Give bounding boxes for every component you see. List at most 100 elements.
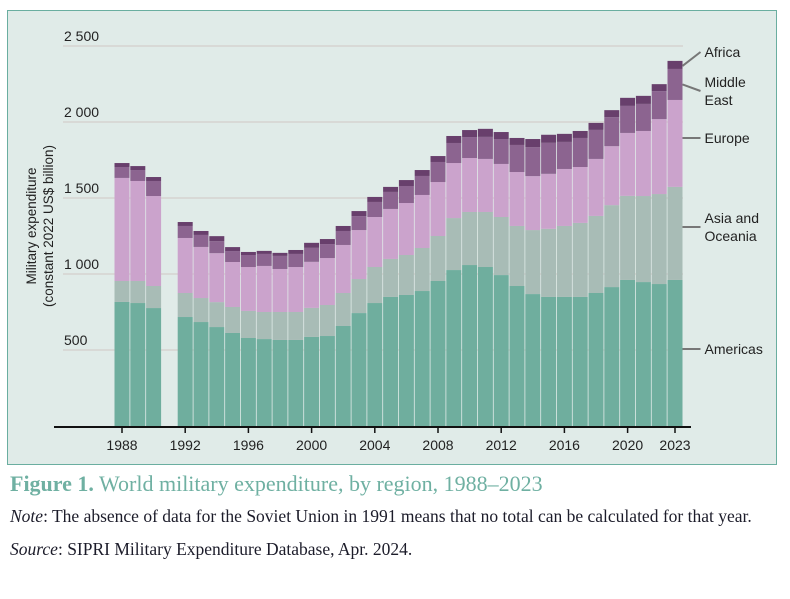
bar-segment-asia-and-oceania-2007 [414,248,430,292]
bar-segment-americas-2016 [556,296,572,426]
bar-segment-africa-1998 [272,252,288,256]
bar-segment-asia-and-oceania-2018 [588,215,604,293]
bar-segment-europe-2012 [493,163,509,217]
note-text: : The absence of data for the Soviet Uni… [43,506,752,526]
bar-segment-middle-east-2010 [462,137,478,159]
bar-segment-americas-1995 [225,332,241,426]
bar-segment-middle-east-2023 [667,68,683,100]
bar-segment-middle-east-1997 [256,253,272,266]
x-tick-label: 1988 [106,437,137,453]
bar-segment-asia-and-oceania-1998 [272,312,288,340]
bar-segment-africa-2021 [635,95,651,104]
bar-segment-asia-and-oceania-2021 [635,196,651,283]
bar-segment-africa-2023 [667,60,683,69]
bar-segment-asia-and-oceania-1997 [256,312,272,340]
bar-segment-middle-east-2013 [509,144,525,173]
bar-segment-middle-east-2002 [335,230,351,245]
bar-segment-africa-2019 [604,110,620,118]
x-tick-label: 2016 [549,437,580,453]
legend: Americas Asia and Oceania Europe Middle East A… [681,44,763,357]
bar-segment-africa-2022 [651,84,667,92]
bar-segment-middle-east-2021 [635,103,651,131]
bar-segment-asia-and-oceania-1992 [177,293,193,318]
bar-segment-americas-2000 [304,336,320,426]
bar-segment-americas-1998 [272,339,288,426]
bar-segment-africa-1988 [114,163,130,167]
bar-segment-asia-and-oceania-2004 [367,267,383,304]
bar-segment-europe-2021 [635,130,651,197]
bar-segment-africa-1990 [146,177,162,181]
bar-segment-africa-1993 [193,230,209,235]
bar-segment-asia-and-oceania-2023 [667,186,683,280]
bar-segment-africa-1997 [256,250,272,254]
bar-segment-africa-1995 [225,247,241,252]
legend-label-americas: Americas [705,341,763,357]
bar-segment-asia-and-oceania-2001 [319,305,335,337]
bar-segment-africa-2017 [572,130,588,138]
bar-segment-europe-1994 [209,253,225,303]
bar-segment-asia-and-oceania-2006 [398,255,414,295]
bar-segment-americas-1997 [256,339,272,426]
bar-segment-europe-2017 [572,166,588,223]
figure-title-text: World military expenditure, by region, 1… [99,471,543,496]
y-tick-label: 1 000 [64,256,99,272]
bar-segment-asia-and-oceania-1995 [225,306,241,333]
bar-segment-middle-east-2009 [446,142,462,164]
bar-segment-africa-2014 [525,139,541,148]
chart-frame: 1988 1992 1996 2000 2004 2008 2012 2016 2020 2023… [7,10,777,465]
bar-segment-asia-and-oceania-1996 [240,310,256,338]
bar-segment-africa-1999 [288,249,304,254]
x-tick-label: 2023 [659,437,690,453]
bar-segment-asia-and-oceania-2014 [525,230,541,295]
y-tick-label: 500 [64,332,88,348]
bar-segment-middle-east-2000 [304,247,320,262]
figure-label: Figure 1. [10,471,94,496]
bar-segment-americas-1996 [240,337,256,426]
bar-segment-europe-2002 [335,244,351,293]
bar-segment-africa-2008 [430,156,446,162]
bar-segment-africa-2012 [493,132,509,140]
bar-segment-asia-and-oceania-2010 [462,211,478,266]
bar-segment-europe-2014 [525,176,541,231]
bar-segment-middle-east-1993 [193,234,209,247]
bar-segment-middle-east-2012 [493,139,509,164]
bar-segment-africa-2020 [620,97,636,106]
y-axis-title-line-2: (constant 2022 US$ billion) [41,145,56,307]
bar-segment-africa-1994 [209,236,225,242]
bar-segment-americas-1990 [146,308,162,426]
bar-segment-middle-east-2003 [351,216,367,231]
source-label: Source [10,539,58,559]
bar-segment-americas-2010 [462,265,478,426]
bar-segment-europe-1992 [177,237,193,293]
legend-label-africa: Africa [705,44,741,60]
y-tick-label: 2 000 [64,104,99,120]
bar-segment-africa-2003 [351,211,367,217]
bar-segment-europe-2004 [367,217,383,268]
bars [114,60,683,426]
bar-segment-middle-east-1988 [114,166,130,178]
bar-segment-asia-and-oceania-1993 [193,298,209,323]
x-axis: 1988 1992 1996 2000 2004 2008 2012 2016 2020 2023 [54,426,691,453]
x-tick-label: 1996 [233,437,264,453]
figure-note: Note: The absence of data for the Soviet… [10,504,780,529]
legend-label-asia-and-oceania: Asia and Oceania [705,210,759,244]
bar-segment-europe-2011 [477,158,493,212]
y-tick-label: 1 500 [64,180,99,196]
bar-segment-africa-1992 [177,222,193,226]
bar-segment-americas-2006 [398,294,414,426]
bar-segment-asia-and-oceania-1990 [146,286,162,309]
bar-segment-americas-2015 [541,296,557,426]
bar-segment-americas-2022 [651,284,667,426]
legend-label-europe: Europe [705,130,750,146]
bar-segment-asia-and-oceania-2011 [477,211,493,268]
y-axis-ticks: 500 1 000 1 500 2 000 2 500 [64,28,99,348]
bar-segment-africa-2011 [477,128,493,137]
bar-segment-europe-1998 [272,268,288,312]
bar-segment-europe-1995 [225,261,241,307]
bar-segment-europe-2019 [604,146,620,206]
bar-segment-middle-east-2004 [367,201,383,217]
bar-segment-americas-2013 [509,286,525,426]
bar-segment-americas-2021 [635,282,651,426]
bar-segment-europe-2013 [509,172,525,226]
bar-segment-middle-east-2022 [651,91,667,120]
